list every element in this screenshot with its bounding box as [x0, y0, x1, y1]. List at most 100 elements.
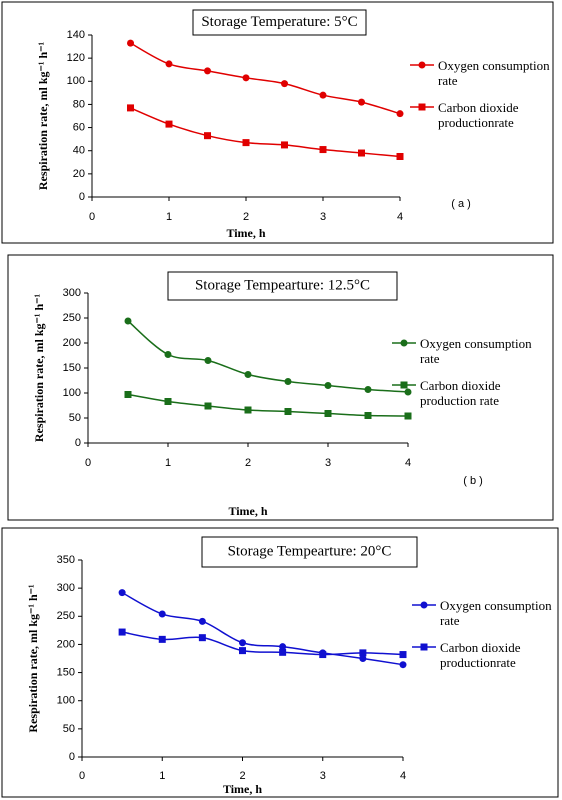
- y-tick-label: 20: [73, 168, 85, 180]
- marker: [204, 402, 212, 410]
- x-tick-label: 4: [397, 211, 403, 223]
- x-tick-label: 2: [239, 770, 245, 782]
- marker: [359, 655, 367, 662]
- legend-label: Oxygen consumption rate: [420, 336, 532, 366]
- marker: [359, 649, 367, 657]
- marker: [165, 120, 173, 128]
- marker: [164, 398, 172, 405]
- marker: [284, 378, 292, 385]
- marker: [204, 132, 211, 140]
- legend-marker: [420, 643, 428, 651]
- panel-annotation: ( a ): [451, 198, 471, 210]
- y-tick-label: 60: [73, 121, 85, 133]
- y-tick-label: 300: [57, 582, 75, 594]
- legend-entry: Carbon dioxide production rate: [420, 378, 501, 408]
- marker: [124, 391, 132, 398]
- marker: [396, 153, 404, 160]
- y-tick-label: 0: [69, 751, 75, 763]
- title-box: [192, 9, 367, 36]
- y-tick-label: 250: [57, 610, 75, 622]
- marker: [399, 661, 407, 669]
- y-tick-label: 250: [63, 312, 81, 324]
- legend-label: Oxygen consumption rate: [438, 58, 550, 88]
- marker: [324, 382, 332, 389]
- y-tick-label: 50: [63, 723, 75, 735]
- y-tick-label: 150: [63, 362, 81, 374]
- marker: [284, 408, 292, 415]
- x-tick-label: 3: [320, 770, 326, 782]
- y-tick-label: 80: [73, 98, 85, 110]
- marker: [164, 351, 172, 358]
- marker: [358, 149, 365, 157]
- marker: [127, 104, 134, 112]
- legend-label: Carbon dioxide productionrate: [438, 100, 519, 130]
- x-tick-label: 1: [166, 211, 172, 223]
- x-tick-label: 0: [89, 211, 95, 223]
- y-tick-label: 140: [67, 29, 85, 41]
- legend-label: Carbon dioxide productionrate: [440, 640, 521, 670]
- y-tick-label: 300: [63, 287, 81, 299]
- y-axis-label: Respiration rate, ml kg⁻¹ h⁻¹: [26, 584, 40, 733]
- x-axis-label: Time, h: [228, 504, 267, 518]
- marker: [396, 110, 404, 118]
- x-axis-label: Time, h: [226, 226, 265, 240]
- legend-label: Carbon dioxide production rate: [420, 378, 501, 408]
- legend-entry: Carbon dioxide productionrate: [440, 640, 521, 670]
- x-tick-label: 0: [85, 457, 91, 469]
- marker: [127, 39, 134, 47]
- legend-marker: [418, 61, 426, 69]
- marker: [198, 634, 206, 642]
- x-tick-label: 4: [405, 457, 411, 469]
- marker: [239, 647, 246, 655]
- marker: [281, 80, 288, 88]
- marker: [198, 617, 206, 625]
- chart-title: Storage Tempearture: 12.5°C: [195, 277, 370, 293]
- y-tick-label: 50: [69, 412, 81, 424]
- x-tick-label: 0: [79, 770, 85, 782]
- title-box: [167, 271, 398, 301]
- marker: [239, 639, 246, 647]
- legend-entry: Oxygen consumption rate: [438, 58, 550, 88]
- marker: [118, 589, 126, 597]
- legend-marker: [418, 103, 426, 111]
- legend-entry: Oxygen consumption rate: [420, 336, 532, 366]
- marker: [242, 74, 250, 82]
- legend-marker: [400, 339, 408, 347]
- marker: [204, 67, 211, 75]
- panel-frame: [1, 1, 554, 244]
- marker: [281, 141, 288, 149]
- chart-panel: Storage Tempearture: 20°C Time, h Respirat…: [1, 527, 559, 798]
- chart-title: Storage Temperature: 5°C: [201, 14, 357, 30]
- panel-frame: [7, 254, 554, 521]
- x-tick-label: 1: [159, 770, 165, 782]
- marker: [324, 410, 332, 417]
- x-tick-label: 3: [325, 457, 331, 469]
- x-tick-label: 2: [245, 457, 251, 469]
- marker: [404, 412, 412, 420]
- marker: [404, 388, 412, 396]
- legend-entry: Oxygen consumption rate: [440, 598, 552, 628]
- x-tick-label: 2: [243, 211, 249, 223]
- x-tick-label: 3: [320, 211, 326, 223]
- legend-marker: [420, 601, 428, 609]
- x-tick-label: 4: [400, 770, 406, 782]
- y-tick-label: 150: [57, 666, 75, 678]
- y-tick-label: 350: [57, 554, 75, 566]
- x-tick-label: 1: [165, 457, 171, 469]
- marker: [399, 651, 407, 659]
- marker: [364, 412, 372, 419]
- legend-entry: Carbon dioxide productionrate: [438, 100, 519, 130]
- marker: [244, 371, 252, 378]
- marker: [244, 406, 252, 414]
- y-tick-label: 120: [67, 52, 85, 64]
- marker: [279, 648, 287, 656]
- legend-label: Oxygen consumption rate: [440, 598, 552, 628]
- marker: [165, 60, 173, 68]
- marker: [118, 628, 126, 636]
- marker: [364, 386, 372, 393]
- y-tick-label: 100: [57, 695, 75, 707]
- y-tick-label: 40: [73, 145, 85, 157]
- marker: [242, 139, 250, 147]
